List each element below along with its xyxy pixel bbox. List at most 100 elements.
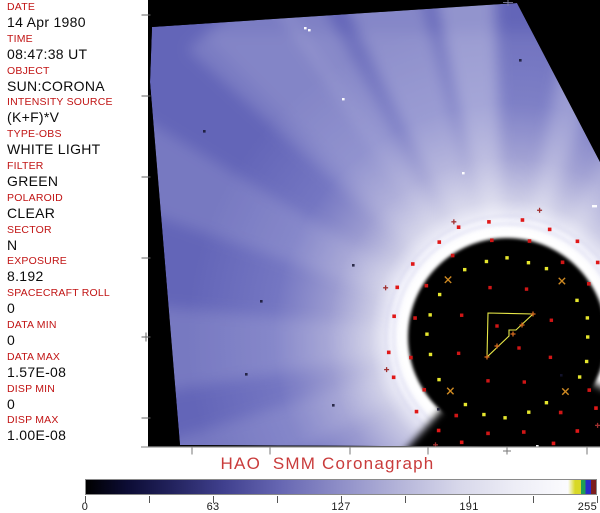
- star-speck: [536, 445, 539, 447]
- inner-red-dot: [495, 324, 499, 328]
- outer-red-ring-dot: [437, 240, 442, 244]
- diagonal-cross-marker: [446, 387, 455, 395]
- metadata-field: DISP MAX 1.00E-08: [7, 415, 147, 443]
- field-value: SUN:CORONA: [7, 77, 105, 94]
- dark-speck: [519, 59, 522, 62]
- colorbar-tick: [149, 496, 150, 503]
- mid-red-ring-dot: [527, 239, 532, 243]
- outer-red-ring-dot: [547, 227, 552, 232]
- colorbar-tick-label: 191: [459, 501, 479, 513]
- mid-red-ring-dot: [560, 260, 565, 265]
- field-label: DATA MAX: [7, 350, 61, 363]
- metadata-field: TIME 08:47:38 UT: [7, 32, 147, 62]
- star-speck: [462, 172, 465, 175]
- outer-red-ring-dot: [487, 220, 491, 224]
- field-value: (K+F)*V: [7, 109, 60, 126]
- yellow-ring-dot: [505, 256, 509, 260]
- dark-speck: [203, 130, 206, 133]
- field-label: EXPOSURE: [7, 255, 67, 268]
- yellow-ring-dot: [544, 266, 549, 271]
- outer-red-ring-dot: [551, 441, 556, 446]
- yellow-ring-dot: [484, 259, 489, 264]
- rim-striation-2: [385, 215, 600, 447]
- metadata-sidebar: DATE 14 Apr 1980 TIME 08:47:38 UT OBJECT SUN:…: [0, 0, 148, 455]
- yellow-ring-dot: [586, 335, 590, 339]
- colorbar-tick: [213, 496, 214, 503]
- yellow-ring-dot: [428, 352, 433, 357]
- field-value: 8.192: [7, 268, 44, 285]
- metadata-field: TYPE-OBS WHITE LIGHT: [7, 129, 147, 157]
- dark-speck: [437, 408, 440, 411]
- yellow-ring-dot: [437, 292, 442, 297]
- outer-red-ring-dot: [392, 314, 396, 319]
- yellow-ring-dot: [428, 313, 432, 317]
- field-value: 08:47:38 UT: [7, 45, 88, 62]
- mid-red-ring-dot: [587, 388, 592, 392]
- yellow-ring-dot: [585, 316, 590, 320]
- diagonal-cross-marker: [444, 276, 452, 284]
- occulting-disk: [408, 238, 600, 436]
- metadata-field: OBJECT SUN:CORONA: [7, 65, 147, 94]
- field-value: 1.57E-08: [7, 363, 67, 380]
- metadata-field: DISP MIN 0: [7, 382, 147, 412]
- mid-red-ring-dot: [424, 283, 429, 288]
- field-value: N: [7, 236, 18, 253]
- yellow-ring-dot: [575, 298, 579, 303]
- mid-red-ring-dot: [586, 281, 591, 286]
- metadata-field: FILTER GREEN: [7, 161, 147, 189]
- yellow-ring-dot: [463, 267, 467, 272]
- dark-speck: [332, 404, 335, 407]
- yellow-ring-dot: [526, 261, 531, 265]
- yellow-ring-dot: [482, 412, 486, 417]
- field-value: 0: [7, 300, 16, 317]
- yellow-ring-dot: [584, 359, 589, 364]
- metadata-field: EXPOSURE 8.192: [7, 256, 147, 284]
- inner-red-ring-dot: [459, 313, 464, 317]
- inner-red-ring-dot: [486, 379, 490, 383]
- colorbar-tick-label: 63: [206, 501, 220, 513]
- image-viewport: [141, 0, 600, 455]
- outer-red-ring-dot: [410, 262, 415, 266]
- yellow-ring-dot: [425, 332, 429, 336]
- outer-red-ring-dot: [594, 406, 598, 410]
- dark-speck: [352, 264, 355, 267]
- field-label: INTENSITY SOURCE: [7, 96, 113, 109]
- diagonal-cross-marker: [558, 277, 566, 285]
- inner-red-ring-dot: [456, 351, 461, 356]
- star-speck: [304, 27, 307, 30]
- metadata-field: SPACECRAFT ROLL 0: [7, 288, 147, 316]
- yellow-ring-dot: [463, 402, 468, 407]
- colorbar-tick-label: 255: [577, 501, 597, 513]
- field-value: WHITE LIGHT: [7, 141, 101, 158]
- streamer-ray: [150, 337, 507, 447]
- outer-red-ring-dot: [395, 285, 400, 290]
- streamer-ray: [202, 32, 600, 337]
- mid-red-ring-dot: [490, 238, 494, 243]
- field-value: 0: [7, 395, 16, 412]
- outer-red-ring-dot: [595, 260, 600, 265]
- inner-red-ring-dot: [548, 355, 553, 360]
- yellow-ring-dot: [544, 401, 549, 405]
- field-label: DATA MIN: [7, 319, 57, 331]
- star-speck: [592, 205, 597, 208]
- field-value: 1.00E-08: [7, 427, 67, 444]
- inner-red-dot: [517, 346, 521, 350]
- field-label: TYPE-OBS: [7, 128, 62, 141]
- star-speck: [342, 98, 345, 101]
- colorbar-tick: [341, 496, 342, 503]
- outer-red-ring-dot: [456, 225, 461, 230]
- diagonal-cross-marker: [561, 387, 570, 396]
- field-label: TIME: [7, 32, 33, 45]
- colorbar-gradient: [85, 479, 597, 495]
- mid-red-ring-dot: [558, 410, 563, 415]
- outer-red-ring-dot: [414, 409, 419, 414]
- field-label: DISP MIN: [7, 382, 56, 395]
- colorbar-tick: [85, 496, 86, 503]
- calibration-dot-rings: [383, 207, 600, 447]
- field-label: DATE: [7, 1, 36, 13]
- inner-red-ring-dot: [522, 380, 526, 384]
- colorbar-tick-label: 127: [331, 501, 351, 513]
- rim-striation-1: [392, 222, 600, 447]
- field-label: SECTOR: [7, 223, 52, 236]
- field-value: CLEAR: [7, 204, 56, 221]
